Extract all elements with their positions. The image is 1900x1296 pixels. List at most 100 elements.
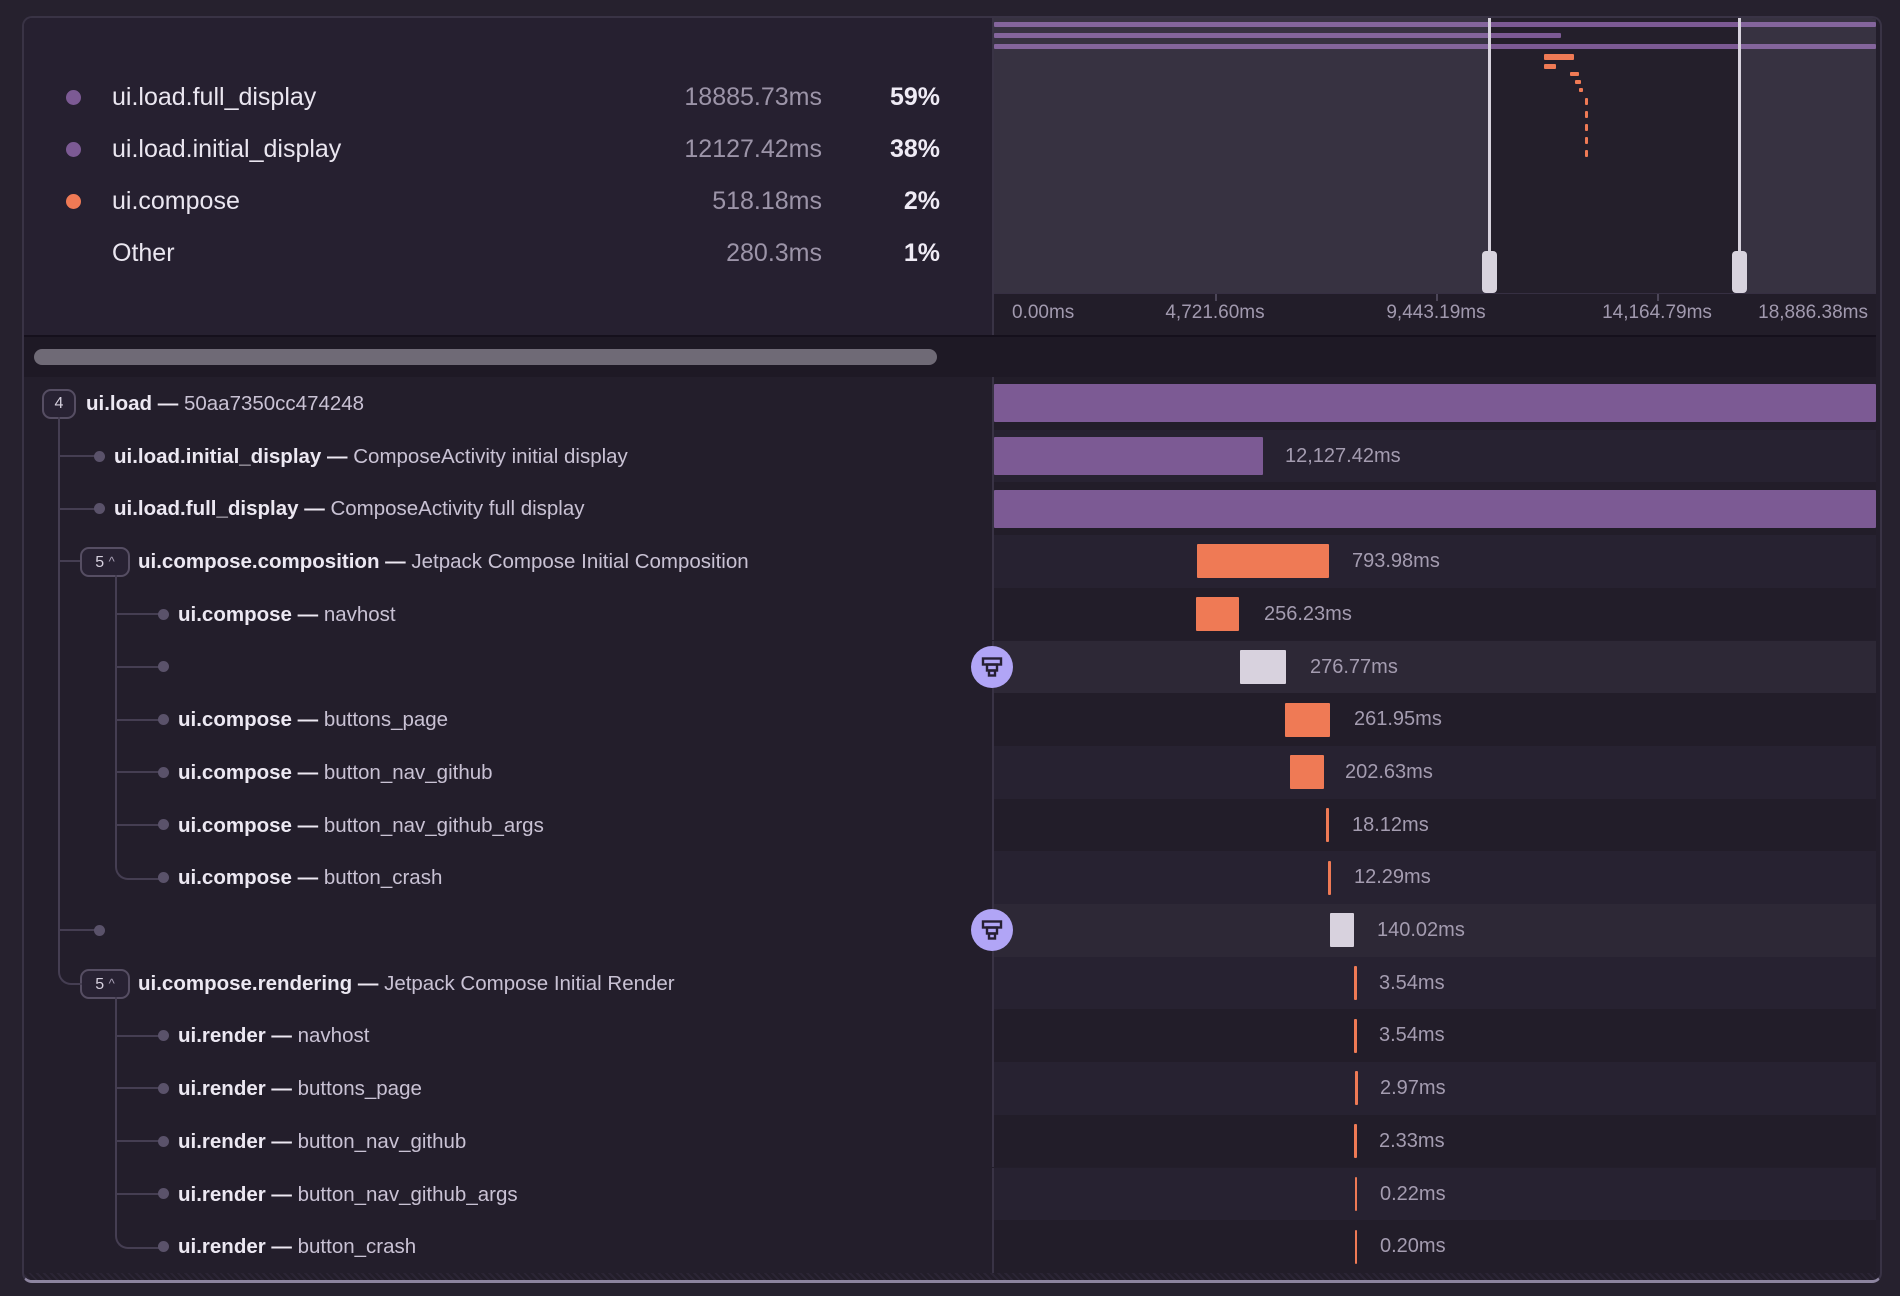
span-row[interactable]: 793.98ms 5 ^ ui.compose.composition — Jetp… — [24, 535, 1876, 588]
span-bar-cell[interactable] — [994, 482, 1876, 536]
profiling-icon[interactable] — [971, 645, 1013, 688]
span-bar-cell[interactable]: 0.20ms — [994, 1220, 1876, 1273]
span-duration-bar[interactable] — [1240, 649, 1286, 684]
tree-connector-dot — [158, 1082, 169, 1094]
span-row-label: ui.load — 50aa7350cc474248 — [86, 377, 364, 430]
span-label-separator: — — [265, 1235, 298, 1259]
span-row-label: ui.compose — button_nav_github_args — [178, 799, 544, 852]
minimap-viewport-handle-grip[interactable] — [1482, 251, 1497, 293]
span-duration-label: 276.77ms — [1310, 655, 1398, 678]
tree-horizontal-scrollbar-track[interactable] — [24, 335, 1876, 381]
minimap-viewport-handle[interactable] — [1738, 18, 1741, 293]
span-row[interactable]: 0.20ms ui.render — button_crash — [24, 1220, 1876, 1273]
tree-connector-line — [58, 455, 95, 458]
span-bar-cell[interactable]: 0.22ms — [994, 1167, 1876, 1221]
span-tree-cell — [24, 693, 992, 746]
span-tree-cell — [24, 377, 992, 430]
tree-connector-trunk — [58, 417, 82, 986]
span-bar-cell[interactable]: 140.02ms — [994, 904, 1876, 957]
panel-divider — [992, 482, 994, 536]
span-row[interactable]: 261.95ms ui.compose — buttons_page — [24, 693, 1876, 746]
profiling-icon[interactable] — [971, 909, 1013, 952]
tree-connector-dot — [158, 872, 169, 884]
span-bar-cell[interactable]: 276.77ms — [994, 640, 1876, 694]
span-row[interactable]: 0.22ms ui.render — button_nav_github_args — [24, 1167, 1876, 1221]
span-duration-bar[interactable] — [994, 489, 1876, 528]
span-duration-bar[interactable] — [994, 384, 1876, 423]
legend-duration-value: 280.3ms — [726, 239, 822, 267]
span-bar-cell[interactable]: 12,127.42ms — [994, 429, 1876, 483]
span-op-name: ui.compose — [178, 760, 292, 784]
span-bar-cell[interactable]: 12.29ms — [994, 851, 1876, 904]
span-duration-bar[interactable] — [1355, 1176, 1357, 1211]
tree-connector-line — [58, 929, 95, 932]
span-duration-bar[interactable] — [1330, 913, 1354, 948]
span-row[interactable]: 2.33ms ui.render — button_nav_github — [24, 1114, 1876, 1168]
span-duration-label: 793.98ms — [1352, 550, 1440, 573]
span-description: button_nav_github_args — [323, 813, 544, 837]
span-children-count-badge[interactable]: 5 ^ — [80, 968, 130, 999]
span-row-label: ui.load.initial_display — ComposeActivit… — [114, 430, 628, 483]
span-bar-cell[interactable] — [994, 377, 1876, 430]
span-children-count-badge[interactable]: 5 ^ — [80, 547, 130, 578]
span-bar-cell[interactable]: 2.33ms — [994, 1114, 1876, 1168]
span-label-separator: — — [265, 1182, 298, 1206]
span-duration-bar[interactable] — [1326, 807, 1329, 842]
span-bar-cell[interactable]: 3.54ms — [994, 1009, 1876, 1063]
span-bar-cell[interactable]: 256.23ms — [994, 587, 1876, 641]
tree-horizontal-scrollbar-thumb[interactable] — [34, 349, 937, 365]
span-row[interactable]: 276.77ms — [24, 640, 1876, 694]
span-row-label: ui.compose — navhost — [178, 588, 396, 641]
span-duration-bar[interactable] — [1354, 1018, 1357, 1053]
span-row[interactable]: 256.23ms ui.compose — navhost — [24, 587, 1876, 641]
span-duration-bar[interactable] — [1355, 1071, 1358, 1106]
span-duration-bar[interactable] — [1354, 1124, 1357, 1159]
span-duration-bar[interactable] — [1355, 1229, 1357, 1264]
span-row[interactable]: 12,127.42ms ui.load.initial_display — Com… — [24, 429, 1876, 483]
minimap-span-purple — [994, 22, 1876, 27]
span-row-label: ui.compose.rendering — Jetpack Compose I… — [138, 957, 675, 1010]
span-bar-cell[interactable]: 18.12ms — [994, 798, 1876, 852]
legend-row: ui.load.full_display 18885.73ms 59% — [24, 80, 964, 114]
span-description: ComposeActivity full display — [330, 497, 585, 521]
span-row-label: ui.render — button_crash — [178, 1220, 416, 1273]
span-description: button_nav_github — [323, 760, 493, 784]
trace-minimap[interactable] — [994, 18, 1876, 293]
span-row[interactable]: 2.97ms ui.render — buttons_page — [24, 1062, 1876, 1115]
span-duration-bar[interactable] — [1197, 544, 1329, 579]
span-duration-bar[interactable] — [1328, 860, 1331, 895]
span-row[interactable]: 3.54ms 5 ^ ui.compose.rendering — Jetpack … — [24, 956, 1876, 1010]
span-bar-cell[interactable]: 202.63ms — [994, 745, 1876, 799]
minimap-viewport-handle-grip[interactable] — [1732, 251, 1747, 293]
span-label-separator: — — [265, 1129, 298, 1153]
span-duration-label: 256.23ms — [1264, 602, 1352, 625]
span-bar-cell[interactable]: 3.54ms — [994, 956, 1876, 1010]
minimap-span-orange — [1585, 150, 1588, 157]
minimap-viewport-handle[interactable] — [1488, 18, 1491, 293]
span-row-label: ui.render — button_nav_github — [178, 1115, 466, 1168]
tree-connector-trunk — [115, 997, 161, 1249]
span-bar-cell[interactable]: 2.97ms — [994, 1062, 1876, 1115]
span-row[interactable]: 18.12ms ui.compose — button_nav_github_ar… — [24, 798, 1876, 852]
span-row[interactable]: 12.29ms ui.compose — button_crash — [24, 851, 1876, 904]
span-row[interactable]: 4 ui.load — 50aa7350cc474248 — [24, 377, 1876, 430]
tree-connector-line — [115, 718, 159, 721]
span-op-name: ui.render — [178, 1182, 266, 1206]
span-bar-cell[interactable]: 793.98ms — [994, 535, 1876, 588]
span-duration-bar[interactable] — [994, 437, 1263, 476]
span-row-label: ui.compose — button_nav_github — [178, 746, 493, 799]
span-duration-bar[interactable] — [1196, 597, 1239, 632]
span-row[interactable]: ui.load.full_display — ComposeActivity f… — [24, 482, 1876, 536]
span-duration-bar[interactable] — [1354, 966, 1357, 1001]
span-duration-bar[interactable] — [1290, 755, 1324, 790]
span-duration-bar[interactable] — [1285, 702, 1330, 737]
span-description: button_nav_github — [297, 1129, 467, 1153]
tree-connector-line — [115, 823, 159, 826]
legend-op-name: ui.load.initial_display — [112, 135, 342, 163]
axis-tick-label: 0.00ms — [1012, 302, 1075, 323]
span-row[interactable]: 140.02ms — [24, 904, 1876, 957]
span-row[interactable]: 3.54ms ui.render — navhost — [24, 1009, 1876, 1063]
span-children-count-badge[interactable]: 4 — [42, 389, 76, 419]
span-row[interactable]: 202.63ms ui.compose — button_nav_github — [24, 745, 1876, 799]
span-bar-cell[interactable]: 261.95ms — [994, 693, 1876, 746]
